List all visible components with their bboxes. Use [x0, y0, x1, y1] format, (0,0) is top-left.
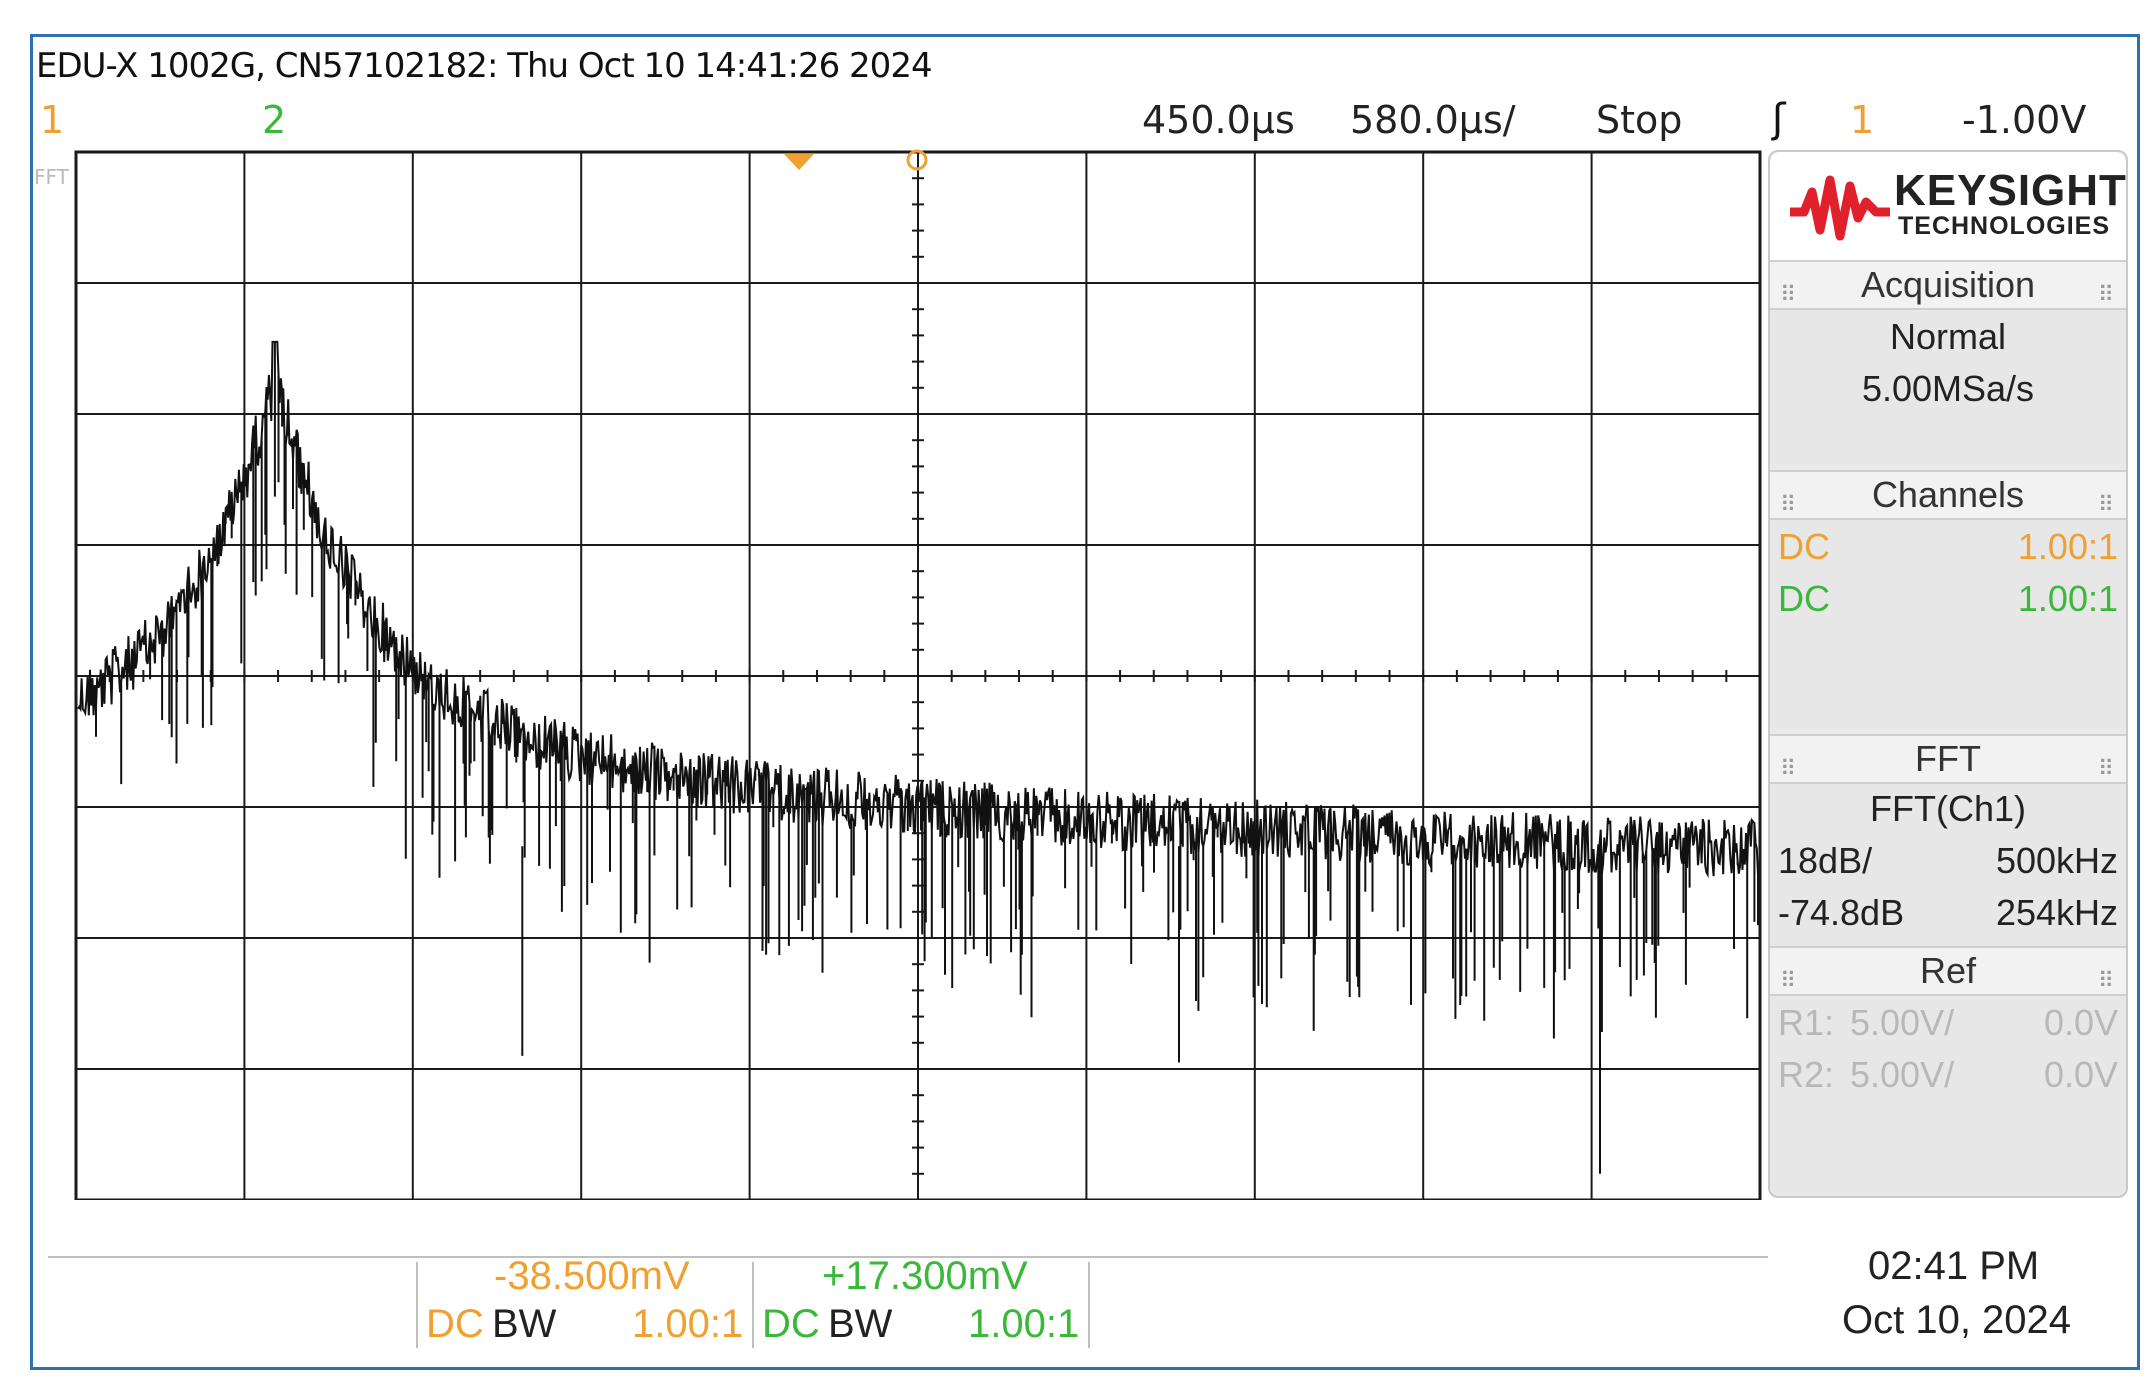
clock-time: 02:41 PM: [1868, 1244, 2040, 1288]
ch2-coupling-bottom: DC: [762, 1302, 820, 1346]
drag-grip-icon[interactable]: ⠿: [2097, 282, 2116, 307]
channels-body: DC 1.00:1 DC 1.00:1: [1770, 520, 2126, 728]
channel-2-label[interactable]: 2: [262, 98, 287, 142]
drag-grip-icon[interactable]: ⠿: [1780, 756, 1799, 781]
channel-1-label[interactable]: 1: [40, 98, 65, 142]
delay-reference-marker[interactable]: [906, 149, 928, 171]
fft-source: FFT(Ch1): [1870, 788, 2026, 829]
logo-text: KEYSIGHT: [1894, 166, 2127, 215]
separator: [416, 1262, 418, 1348]
fft-trace: [77, 340, 1759, 1174]
acquisition-mode: Normal: [1889, 316, 2006, 357]
fft-offset[interactable]: -74.8dB: [1778, 892, 1905, 933]
ch2-offset[interactable]: +17.300mV: [822, 1254, 1028, 1298]
acquisition-body: Normal 5.00MSa/s: [1770, 310, 2126, 464]
ch1-offset[interactable]: -38.500mV: [494, 1254, 690, 1298]
drag-grip-icon[interactable]: ⠿: [1780, 968, 1799, 993]
time-scale[interactable]: 580.0µs/: [1350, 98, 1516, 142]
r2-offset[interactable]: 0.0V: [2043, 1054, 2118, 1095]
ch1-bw: BW: [492, 1302, 557, 1346]
ch2-bw: BW: [828, 1302, 893, 1346]
ch1-coupling[interactable]: DC: [1778, 526, 1830, 567]
bottom-divider: [48, 1256, 1768, 1258]
ref-body: R1: 5.00V/ 0.0V R2: 5.00V/ 0.0V: [1770, 996, 2126, 1194]
graticule: FFT: [34, 149, 1762, 1200]
info-panel: KEYSIGHT TECHNOLOGIES ⠿ Acquisition ⠿ No…: [1768, 150, 2128, 1198]
ch2-probe-bottom: 1.00:1: [968, 1302, 1080, 1346]
trigger-edge-icon[interactable]: ʃ: [1772, 96, 1786, 142]
instrument-info: EDU-X 1002G, CN57102182: Thu Oct 10 14:4…: [36, 46, 933, 86]
waveform-display[interactable]: FFT: [32, 148, 1762, 1200]
time-delay[interactable]: 450.0µs: [1142, 98, 1295, 142]
drag-grip-icon[interactable]: ⠿: [1780, 492, 1799, 517]
separator: [1088, 1262, 1090, 1348]
clock-date: Oct 10, 2024: [1842, 1298, 2072, 1342]
ch1-probe-bottom: 1.00:1: [632, 1302, 744, 1346]
r1-scale[interactable]: 5.00V/: [1850, 1002, 1955, 1043]
r2-name: R2:: [1778, 1054, 1835, 1095]
drag-grip-icon[interactable]: ⠿: [2097, 968, 2116, 993]
channels-header[interactable]: ⠿ Channels ⠿: [1770, 470, 2126, 520]
channels-title: Channels: [1871, 474, 2025, 515]
acquisition-header[interactable]: ⠿ Acquisition ⠿: [1770, 260, 2126, 310]
acquisition-title: Acquisition: [1860, 264, 2036, 305]
fft-marker: FFT: [34, 165, 70, 189]
keysight-logo: KEYSIGHT TECHNOLOGIES: [1770, 152, 2126, 260]
r1-offset[interactable]: 0.0V: [2043, 1002, 2118, 1043]
trigger-position-marker[interactable]: [784, 154, 814, 170]
fft-body: FFT(Ch1) 18dB/ 500kHz -74.8dB 254kHz: [1770, 784, 2126, 946]
fft-header[interactable]: ⠿ FFT ⠿: [1770, 734, 2126, 784]
ch2-coupling[interactable]: DC: [1778, 578, 1830, 619]
ch2-probe[interactable]: 1.00:1: [2017, 578, 2118, 619]
r2-scale[interactable]: 5.00V/: [1850, 1054, 1955, 1095]
ch1-probe[interactable]: 1.00:1: [2017, 526, 2118, 567]
ch1-coupling-bottom: DC: [426, 1302, 484, 1346]
sample-rate: 5.00MSa/s: [1861, 368, 2035, 409]
trigger-level[interactable]: -1.00V: [1962, 98, 2087, 142]
ref-title: Ref: [1919, 950, 1977, 991]
separator: [752, 1262, 754, 1348]
r1-name: R1:: [1778, 1002, 1835, 1043]
drag-grip-icon[interactable]: ⠿: [2097, 756, 2116, 781]
keysight-wave-icon: [1790, 175, 1890, 241]
trigger-source[interactable]: 1: [1850, 98, 1875, 142]
fft-scale[interactable]: 18dB/: [1778, 840, 1873, 881]
drag-grip-icon[interactable]: ⠿: [2097, 492, 2116, 517]
drag-grip-icon[interactable]: ⠿: [1780, 282, 1799, 307]
ref-header[interactable]: ⠿ Ref ⠿: [1770, 946, 2126, 996]
fft-title: FFT: [1915, 738, 1981, 779]
run-state[interactable]: Stop: [1596, 98, 1683, 142]
fft-span[interactable]: 500kHz: [1995, 840, 2118, 881]
logo-subtext: TECHNOLOGIES: [1898, 212, 2111, 240]
fft-center[interactable]: 254kHz: [1995, 892, 2118, 933]
